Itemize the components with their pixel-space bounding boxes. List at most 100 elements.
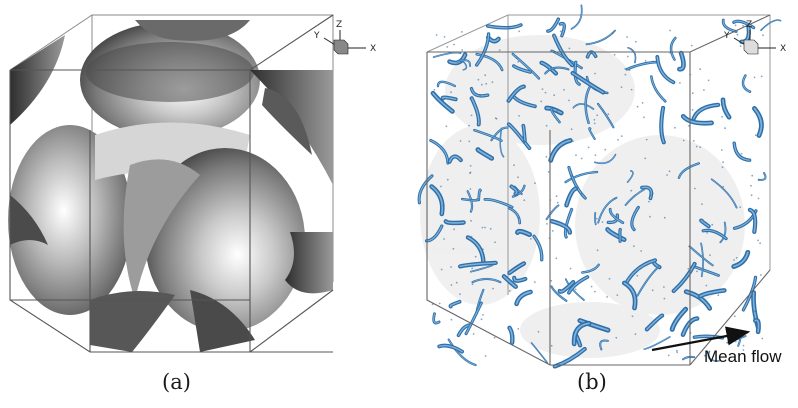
vortex-speck xyxy=(695,145,698,148)
vortex-speck xyxy=(440,268,443,271)
vortex-speck xyxy=(634,333,637,336)
vortex-tube-highlight xyxy=(476,53,503,71)
cap-bottom-center xyxy=(190,290,255,352)
vortex-tube-highlight xyxy=(465,302,482,335)
vortex-tube-highlight xyxy=(754,319,760,333)
vortex-tube-highlight xyxy=(448,53,466,64)
vortex-speck xyxy=(443,36,446,38)
vortex-tube-highlight xyxy=(509,207,521,224)
vortex-tube-highlight xyxy=(660,107,665,143)
vortex-tube-highlight xyxy=(473,129,502,142)
vortex-speck xyxy=(471,283,474,286)
vortex-tube-highlight xyxy=(641,186,653,199)
vortex-tube-highlight xyxy=(547,18,559,32)
vortex-speck xyxy=(652,60,655,63)
vortex-speck xyxy=(445,125,448,128)
vortex-speck xyxy=(550,344,553,347)
vortex-speck xyxy=(482,314,484,316)
vortex-speck xyxy=(633,245,635,248)
vortex-speck xyxy=(694,187,696,190)
vortex-tube-highlight xyxy=(579,319,609,331)
vortex-speck xyxy=(470,235,473,238)
vortex-tube-highlight xyxy=(599,340,609,350)
vortex-speck xyxy=(615,336,618,339)
vortex-tube-highlight xyxy=(573,103,594,110)
vortex-tube-highlight xyxy=(551,220,571,234)
vortex-speck xyxy=(721,115,723,118)
vortex-tube-highlight xyxy=(503,275,517,288)
vortex-tube-highlight xyxy=(478,189,481,201)
vortex-tube-highlight xyxy=(643,336,671,350)
vortex-speck xyxy=(626,36,628,38)
vortex-speck xyxy=(450,318,453,321)
vortex-speck xyxy=(570,65,572,68)
vortex-speck xyxy=(438,302,441,305)
vortex-speck xyxy=(590,285,593,288)
cap-bottom-right xyxy=(285,232,333,294)
vortex-speck xyxy=(696,270,698,273)
vortex-tube-highlight xyxy=(432,92,454,113)
vortex-speck xyxy=(517,216,520,219)
vortex-speck xyxy=(568,47,571,50)
vortex-tube-highlight xyxy=(699,289,726,297)
vortex-tube-highlight xyxy=(442,96,457,100)
vortex-speck xyxy=(474,255,477,258)
vortex-tube-highlight xyxy=(581,264,600,273)
vortex-speck xyxy=(742,349,745,351)
panel-b-axis-triad: Z Y X xyxy=(723,20,786,55)
vortex-speck xyxy=(442,204,445,207)
vortex-tube-highlight xyxy=(418,175,433,204)
vortex-tube-highlight xyxy=(646,314,663,331)
vortex-speck xyxy=(545,124,548,127)
vortex-tube-highlight xyxy=(631,206,639,231)
vortex-tube-highlight xyxy=(551,286,567,302)
vortex-tube xyxy=(760,19,782,31)
vortex-speck xyxy=(433,89,436,91)
vortex-speck xyxy=(675,349,678,352)
vortex-speck xyxy=(651,289,654,292)
sphere-right xyxy=(145,148,305,332)
vortex-speck xyxy=(484,74,487,77)
vortex-tube-highlight xyxy=(586,30,616,45)
vortex-speck xyxy=(453,228,455,231)
vortex-speck xyxy=(469,188,472,190)
vortex-speck xyxy=(563,88,565,91)
vortex-tube-highlight xyxy=(470,88,489,97)
vortex-speck xyxy=(663,216,666,219)
vortex-speck xyxy=(757,239,759,242)
vortex-speck xyxy=(676,351,679,354)
vortex-speck xyxy=(753,76,756,79)
vortex-speck xyxy=(641,102,644,104)
vortex-tube-highlight xyxy=(462,61,467,71)
vortex-speck xyxy=(760,75,763,78)
vortex-speck xyxy=(517,328,520,330)
vortex-tube-highlight xyxy=(574,61,580,85)
vortex-speck xyxy=(453,43,455,46)
vortex-tube-highlight xyxy=(594,154,616,164)
vortex-tube-highlight xyxy=(740,24,750,43)
vortex-speck xyxy=(703,354,706,357)
panel-a-axis-triad: Z Y X xyxy=(313,20,376,55)
cap-top-left xyxy=(10,35,65,125)
vortex-speck xyxy=(533,281,536,283)
vortex-speck xyxy=(613,53,616,56)
arrow-right-icon xyxy=(651,326,751,352)
vortex-speck xyxy=(550,279,553,282)
vortex-speck xyxy=(517,60,520,63)
vortex-tube-highlight xyxy=(508,327,514,344)
caption-panel-a: (a) xyxy=(162,370,191,394)
axis-z-label: Z xyxy=(336,20,342,30)
vortex-speck xyxy=(572,140,574,143)
vortex-speck xyxy=(649,194,652,197)
vortex-speck xyxy=(477,78,480,81)
vortex-speck xyxy=(757,197,760,200)
vortex-tube-highlight xyxy=(510,185,518,195)
vortex-speck xyxy=(507,26,510,29)
vortex-speck xyxy=(471,267,474,270)
vortex-tube-highlight xyxy=(571,5,583,30)
vortex-tube-highlight xyxy=(445,220,465,224)
vortex-speck xyxy=(626,55,629,58)
vortex-speck xyxy=(761,337,764,340)
vortex-speck xyxy=(617,139,619,141)
